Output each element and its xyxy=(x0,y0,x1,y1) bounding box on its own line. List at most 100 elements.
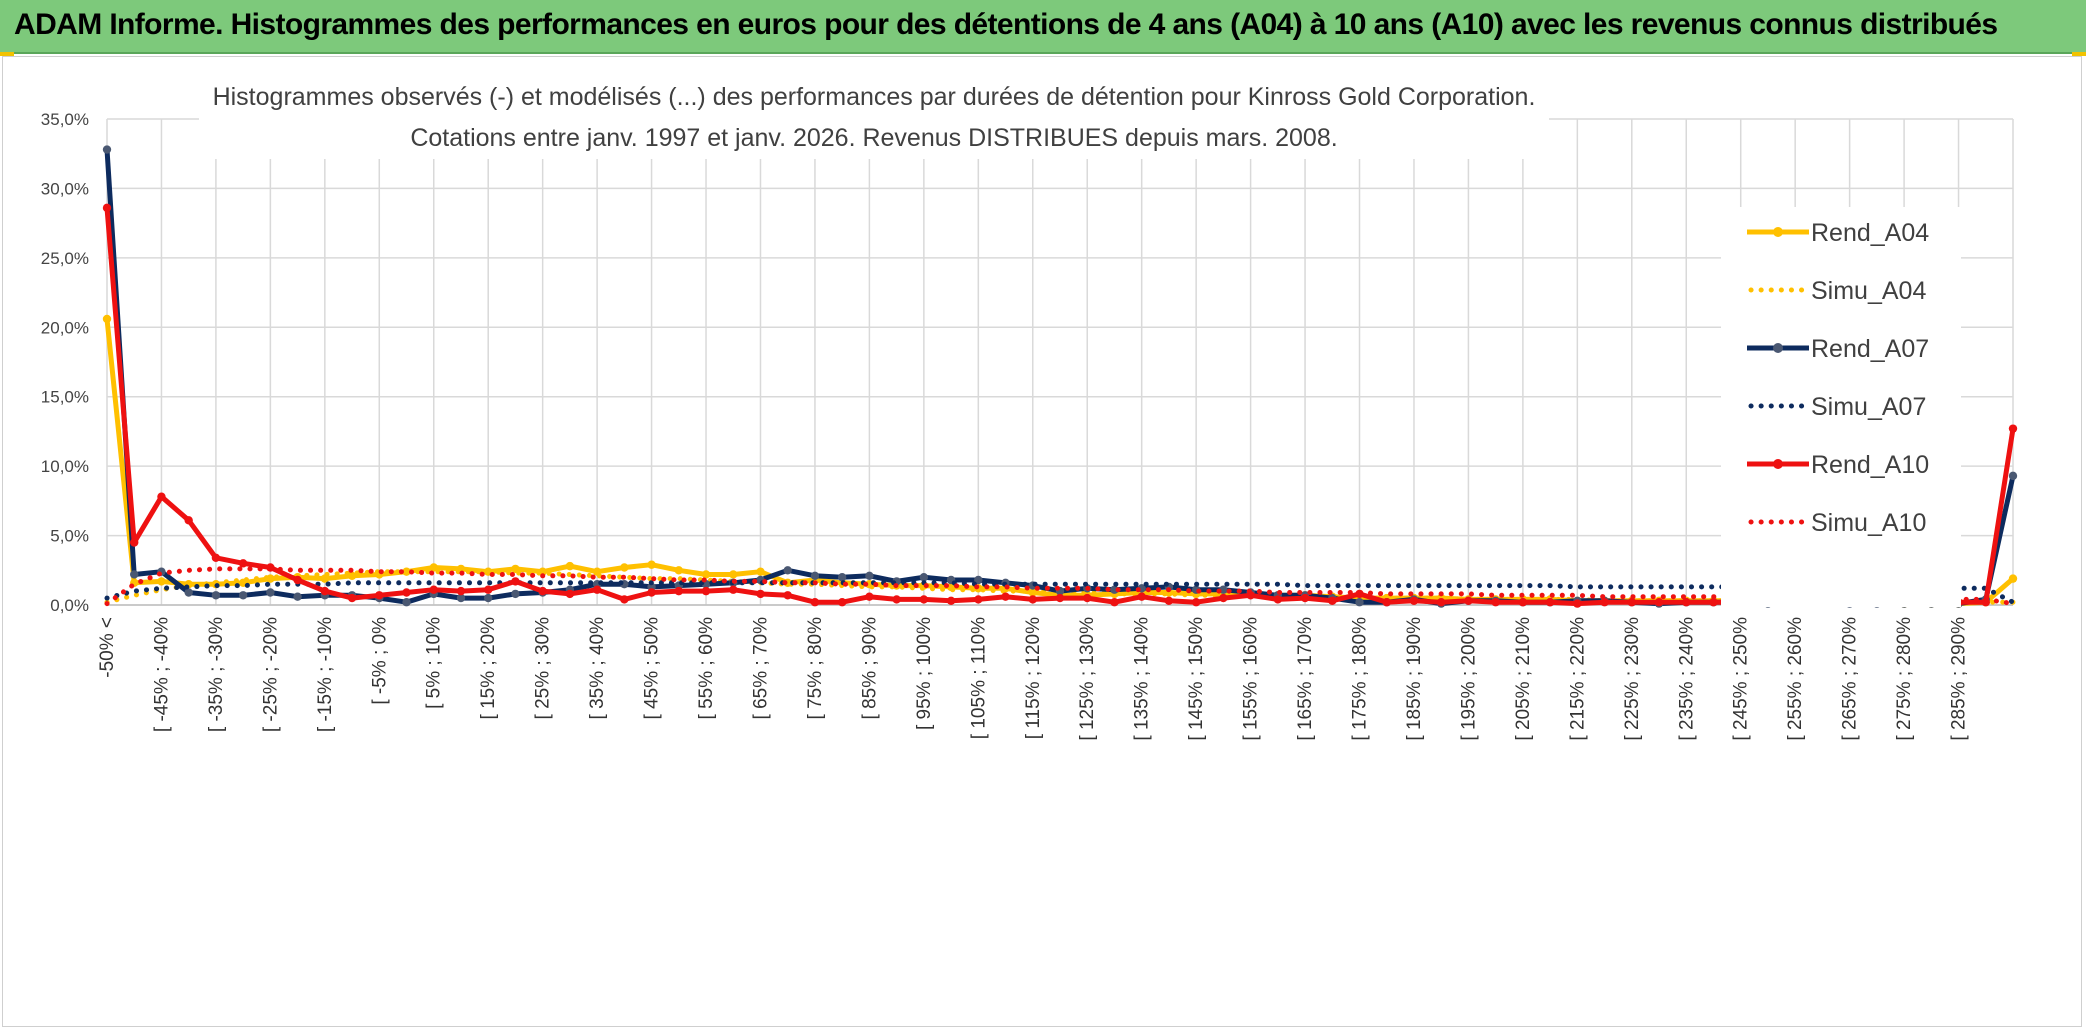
x-tick-label: [ -5% ; 0% xyxy=(369,617,390,705)
data-point xyxy=(293,575,302,585)
y-tick-label: 35,0% xyxy=(41,110,89,129)
data-point xyxy=(157,492,166,501)
legend-item-rend_a07: Rend_A07 xyxy=(1747,335,1929,363)
data-point xyxy=(565,561,575,571)
legend: Rend_A04 Simu_A04 Rend_A07 Simu_A07 Rend_A10… xyxy=(1721,207,1961,607)
y-tick-label: 20,0% xyxy=(41,318,89,337)
data-point xyxy=(1137,592,1146,601)
data-point xyxy=(266,588,275,597)
x-tick-label: [ 195% ; 200% xyxy=(1458,617,1479,741)
data-point xyxy=(647,560,656,569)
data-point xyxy=(456,593,466,603)
x-tick-label: [ -15% ; -10% xyxy=(315,617,336,732)
legend-item-simu_a04: Simu_A04 xyxy=(1748,277,1926,305)
y-tick-label: 15,0% xyxy=(41,388,89,407)
data-point xyxy=(865,571,874,581)
data-point xyxy=(102,203,112,213)
x-tick-label: -50% < xyxy=(97,617,118,678)
data-point xyxy=(538,586,547,596)
x-tick-label: [ 185% ; 190% xyxy=(1404,617,1425,741)
data-point xyxy=(892,595,901,604)
data-point xyxy=(1300,593,1310,603)
x-tick-label: [ 205% ; 210% xyxy=(1513,617,1534,741)
data-point xyxy=(1545,598,1555,607)
y-tick-label: 0,0% xyxy=(50,596,89,615)
data-point xyxy=(238,559,248,568)
legend-item-rend_a10: Rend_A10 xyxy=(1747,451,1929,479)
x-tick-label: [ 245% ; 250% xyxy=(1731,617,1752,741)
data-point xyxy=(211,553,221,562)
y-tick-label: 5,0% xyxy=(50,527,89,546)
data-point xyxy=(620,595,629,604)
data-point xyxy=(1055,593,1065,603)
x-tick-label: [ 55% ; 60% xyxy=(696,617,717,720)
x-tick-label: [ 95% ; 100% xyxy=(914,617,935,730)
legend-label: Rend_A07 xyxy=(1811,335,1929,363)
legend-marker xyxy=(1773,227,1783,237)
data-point xyxy=(810,571,820,581)
x-tick-label: [ 165% ; 170% xyxy=(1295,617,1316,741)
data-point xyxy=(783,591,792,600)
x-tick-label: [ 265% ; 270% xyxy=(1840,617,1861,741)
series-simu_a10 xyxy=(104,566,2016,607)
x-tick-label: [ 105% ; 110% xyxy=(968,617,989,739)
chart-title-block: Histogrammes observés (-) et modélisés (… xyxy=(199,63,1549,159)
series-rend_a10 xyxy=(102,203,2018,608)
chart-frame: Histogrammes observés (-) et modélisés (… xyxy=(2,56,2082,1027)
data-point xyxy=(1409,596,1419,606)
data-point xyxy=(674,586,683,596)
x-tick-label: [ 35% ; 40% xyxy=(587,617,608,720)
data-point xyxy=(1110,598,1119,607)
x-tick-label: [ 125% ; 130% xyxy=(1077,617,1098,741)
legend-marker xyxy=(1773,459,1783,469)
grid-lines xyxy=(106,118,2014,606)
data-point xyxy=(674,566,683,575)
data-point xyxy=(1491,598,1500,607)
data-point xyxy=(130,538,139,547)
data-point xyxy=(1273,595,1283,604)
x-tick-label: [ 145% ; 150% xyxy=(1186,617,1207,741)
data-point xyxy=(647,588,656,597)
data-point xyxy=(919,595,929,604)
y-tick-label: 10,0% xyxy=(41,457,89,476)
data-point xyxy=(1219,593,1228,603)
data-point xyxy=(1355,598,1364,607)
data-point xyxy=(1464,596,1473,606)
data-point xyxy=(1164,596,1174,606)
data-point xyxy=(756,589,765,599)
data-point xyxy=(1382,598,1391,607)
data-point xyxy=(1627,598,1637,607)
report-title: ADAM Informe. Histogrammes des performan… xyxy=(14,8,1998,41)
data-point xyxy=(620,563,629,572)
x-tick-label: [ 45% ; 50% xyxy=(642,617,663,720)
data-point xyxy=(347,571,357,581)
x-tick-label: [ 135% ; 140% xyxy=(1132,617,1153,741)
x-tick-label: [ -25% ; -20% xyxy=(260,617,281,732)
data-point xyxy=(157,577,166,586)
data-point xyxy=(946,596,956,606)
data-point xyxy=(1083,593,1092,603)
data-point xyxy=(701,570,711,579)
x-tick-label: [ -35% ; -30% xyxy=(206,617,227,732)
data-point xyxy=(2008,574,2018,583)
data-point xyxy=(810,598,820,607)
x-tick-label: [ 85% ; 90% xyxy=(859,617,880,720)
legend-label: Rend_A04 xyxy=(1811,219,1929,247)
data-point xyxy=(130,570,139,579)
corner-accent-right xyxy=(2072,52,2086,56)
chart-subtitle: Cotations entre janv. 1997 et janv. 2026… xyxy=(410,124,1337,152)
legend-label: Simu_A04 xyxy=(1811,277,1926,305)
data-point xyxy=(974,575,983,585)
corner-accent-left xyxy=(0,52,14,56)
data-point xyxy=(347,593,357,603)
data-point xyxy=(102,314,112,324)
data-point xyxy=(1518,598,1528,607)
data-point xyxy=(1654,598,1664,607)
data-point xyxy=(1110,585,1119,594)
data-point xyxy=(592,585,602,594)
data-point xyxy=(484,593,493,603)
data-point xyxy=(1709,598,1718,607)
y-axis-ticks: 0,0% 5,0% 10,0% 15,0% 20,0% 25,0% 30,0% 35,0% xyxy=(41,110,89,615)
data-point xyxy=(837,598,847,607)
title-background xyxy=(199,63,1549,159)
